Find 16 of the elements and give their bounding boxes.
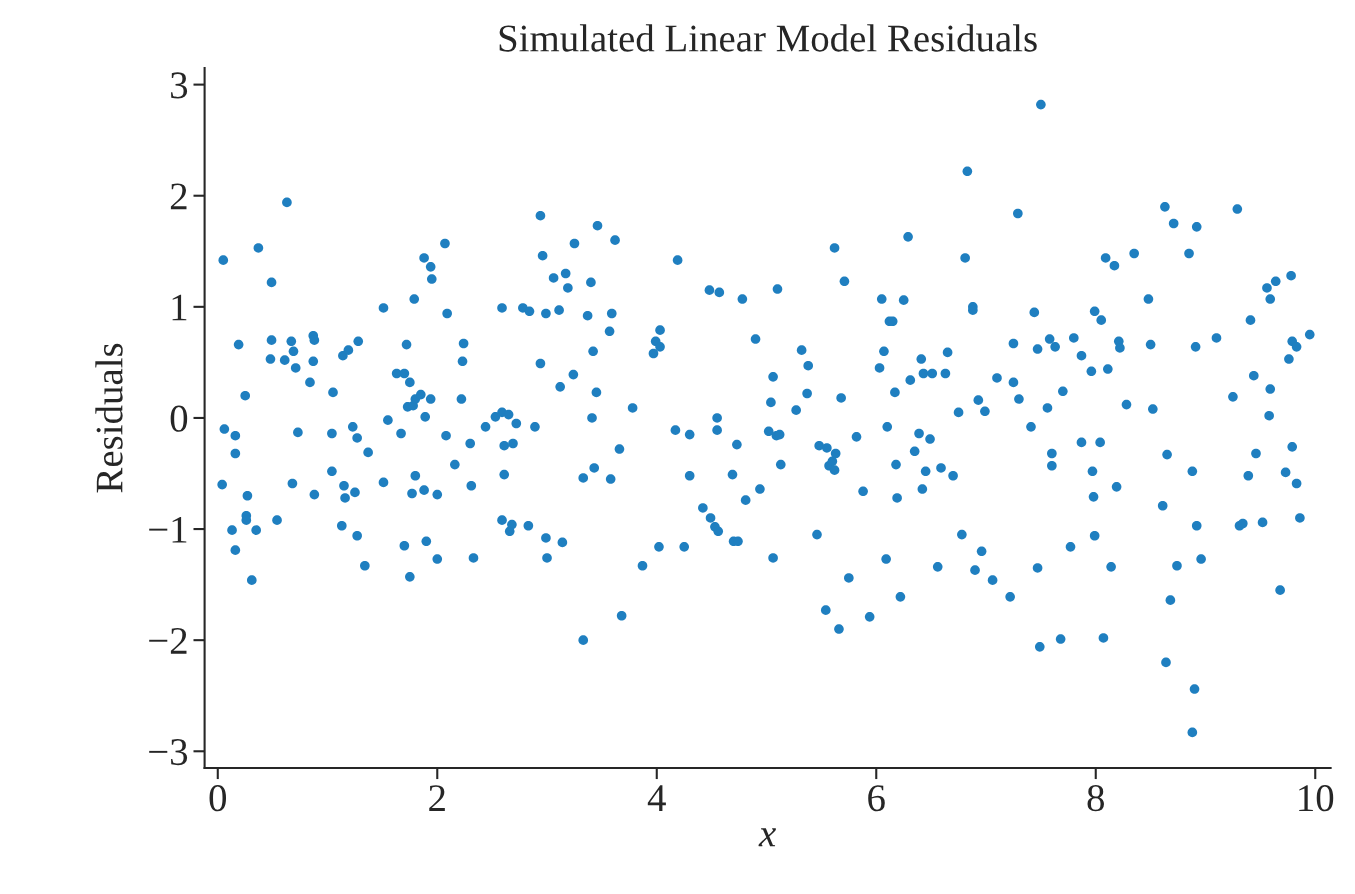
y-tick-label: 0 [170,405,188,432]
chart-title: Simulated Linear Model Residuals [499,24,1037,52]
x-tick-label: 8 [1087,785,1104,812]
x-tick-label: 0 [209,785,227,812]
y-tick-label: 3 [171,72,188,99]
y-tick-label: −2 [149,627,187,654]
y-tick-label: −3 [149,739,188,766]
y-tick-label: 1 [172,294,187,321]
x-axis-title: x [758,828,776,847]
y-tick-label: −1 [149,516,187,543]
x-tick-label: 2 [429,785,445,811]
y-tick-label: 2 [170,183,187,210]
x-tick-label: 10 [1299,785,1334,812]
x-tick-label: 6 [868,785,885,812]
y-axis-title: Residuals [95,343,123,493]
x-tick-label: 4 [647,785,666,811]
